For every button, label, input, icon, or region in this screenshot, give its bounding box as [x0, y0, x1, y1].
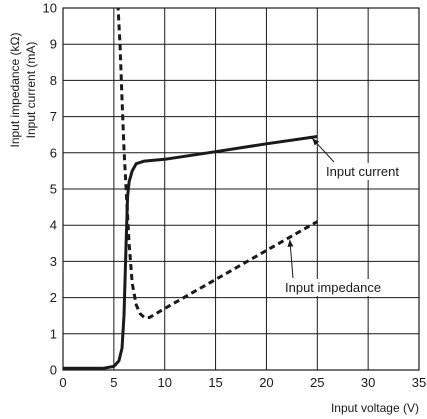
y-tick-label: 3 — [50, 254, 57, 269]
x-tick-label: 20 — [259, 375, 273, 390]
y-tick-label: 8 — [50, 73, 57, 88]
y-tick-label: 0 — [50, 363, 57, 378]
annotation-label: Input current — [326, 164, 399, 179]
y-tick-label: 5 — [50, 182, 57, 197]
annotation: Input current — [311, 137, 424, 180]
annotation-background — [283, 279, 397, 296]
x-tick-label: 15 — [208, 375, 222, 390]
annotation-arrowhead — [312, 138, 320, 146]
x-tick-label: 0 — [59, 375, 66, 390]
y-tick-label: 10 — [43, 1, 57, 16]
series-group — [63, 8, 319, 370]
grid — [62, 7, 420, 371]
x-tick-label: 10 — [157, 375, 171, 390]
x-tick-label: 35 — [412, 375, 426, 390]
y-tick-label: 1 — [50, 326, 57, 341]
series-line-input-impedance — [116, 8, 319, 319]
y-tick-label: 4 — [50, 218, 57, 233]
y-tick-label: 2 — [50, 290, 57, 305]
y-axis-label-impedance: Input impedance (kΩ) — [8, 32, 22, 147]
y-tick-labels: 0 1 2 3 4 5 6 7 8 9 10 — [43, 1, 57, 378]
annotation-arrowhead — [287, 239, 294, 247]
x-tick-label: 25 — [310, 375, 324, 390]
annotations: Input current Input impedance — [283, 137, 424, 296]
y-tick-label: 9 — [50, 37, 57, 52]
x-axis-label: Input voltage (V) — [331, 401, 419, 415]
y-axis-label-current: Input current (mA) — [24, 42, 38, 139]
x-tick-labels: 0 5 10 15 20 25 30 35 — [59, 375, 426, 390]
annotation-background — [324, 163, 424, 180]
plot-frame — [62, 7, 420, 371]
y-tick-label: 7 — [50, 109, 57, 124]
x-tick-label: 5 — [110, 375, 117, 390]
y-tick-label: 6 — [50, 145, 57, 160]
x-tick-label: 30 — [361, 375, 375, 390]
series-line-input-current — [63, 135, 318, 370]
annotation-label: Input impedance — [285, 280, 381, 295]
annotation: Input impedance — [283, 239, 397, 296]
